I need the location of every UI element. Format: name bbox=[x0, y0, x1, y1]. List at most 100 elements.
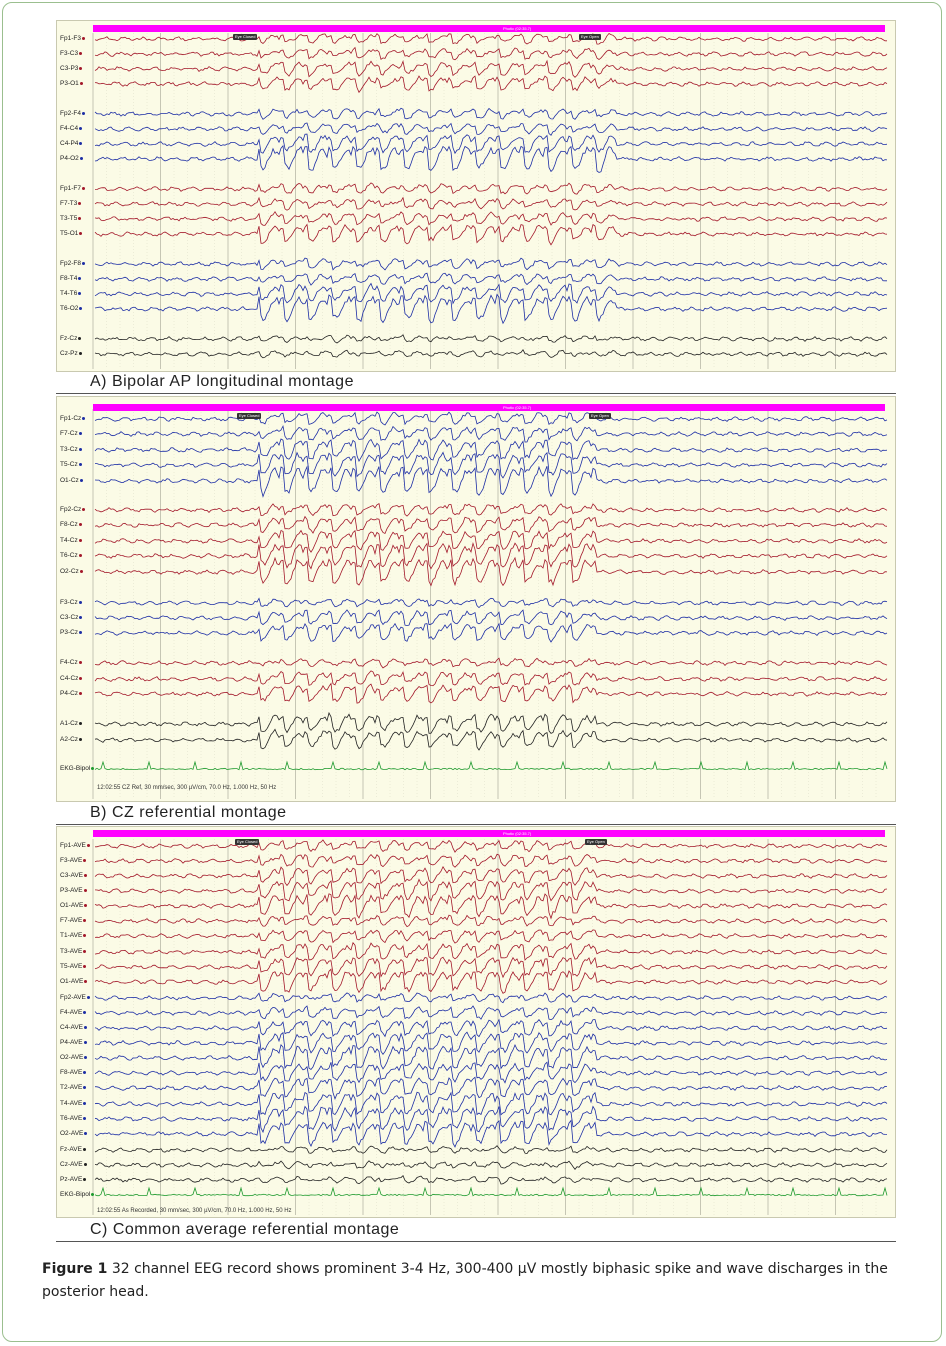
channel-dot-icon bbox=[79, 676, 83, 680]
figure-label: Figure 1 bbox=[42, 1261, 108, 1277]
caption-c-row: C) Common average referential montage bbox=[56, 1219, 896, 1242]
channel-label-text: T6-O2 bbox=[60, 305, 79, 312]
eeg-trace-t5-ave bbox=[94, 956, 888, 979]
channel-label: Fp1-F3 bbox=[60, 35, 85, 43]
channel-label: T5-O1 bbox=[60, 230, 83, 238]
eeg-trace-fz-ave bbox=[94, 1145, 888, 1155]
channel-label: P3-Cz bbox=[60, 629, 83, 637]
eeg-trace-t6-o2 bbox=[94, 293, 888, 325]
eeg-trace-cz-ave bbox=[94, 1160, 888, 1170]
channel-label-text: Fp2-F4 bbox=[60, 110, 81, 117]
channel-label: T5-AVE bbox=[60, 963, 87, 971]
channel-label-text: T6-Cz bbox=[60, 552, 78, 559]
eye-closed-marker: Eye Closed bbox=[233, 34, 258, 40]
channel-label-text: A2-Cz bbox=[60, 736, 79, 743]
channel-dot-icon bbox=[83, 888, 87, 892]
channel-dot-icon bbox=[78, 522, 82, 526]
channel-label-text: P3-O1 bbox=[60, 80, 79, 87]
channel-label-text: O1-AVE bbox=[60, 978, 84, 985]
eeg-trace-ekg-bipol bbox=[94, 760, 888, 771]
channel-dot-icon bbox=[84, 903, 88, 907]
eeg-trace-t5-cz bbox=[94, 451, 888, 479]
channel-label: O1-AVE bbox=[60, 978, 88, 986]
channel-label: P4-Cz bbox=[60, 690, 83, 698]
channel-dot-icon bbox=[78, 600, 82, 604]
figure-caption-text: 32 channel EEG record shows prominent 3-… bbox=[42, 1261, 888, 1300]
channel-dot-icon bbox=[79, 615, 83, 619]
channel-label-text: O2-Cz bbox=[60, 568, 79, 575]
channel-dot-icon bbox=[79, 478, 83, 482]
channel-label: O2-AVE bbox=[60, 1054, 88, 1062]
channel-label-text: Fp2-AVE bbox=[60, 994, 86, 1001]
channel-label: F4-C4 bbox=[60, 125, 83, 133]
channel-dot-icon bbox=[83, 1010, 87, 1014]
channel-label-text: F8-AVE bbox=[60, 1069, 83, 1076]
eeg-trace-p4-o2 bbox=[94, 144, 888, 173]
channel-label-text: T5-Cz bbox=[60, 461, 78, 468]
eeg-trace-f7-cz bbox=[94, 425, 888, 443]
channel-dot-icon bbox=[79, 721, 83, 725]
eeg-trace-c3-ave bbox=[94, 865, 888, 887]
photic-bar-label: Photic (02:35.7) bbox=[503, 405, 532, 410]
channel-label-text: Cz-AVE bbox=[60, 1161, 83, 1168]
channel-label: T3-Cz bbox=[60, 446, 82, 454]
channel-label-text: T3-Cz bbox=[60, 446, 78, 453]
eeg-trace-f7-ave bbox=[94, 914, 888, 928]
channel-dot-icon bbox=[83, 949, 87, 953]
channel-dot-icon bbox=[84, 1055, 88, 1059]
channel-dot-icon bbox=[78, 336, 82, 340]
channel-label-text: O1-AVE bbox=[60, 902, 84, 909]
channel-label-text: P4-Cz bbox=[60, 690, 79, 697]
channel-label: F7-AVE bbox=[60, 917, 87, 925]
eeg-trace-f8-cz bbox=[94, 515, 888, 535]
channel-label: O1-Cz bbox=[60, 477, 83, 485]
eeg-trace-p3-ave bbox=[94, 878, 888, 902]
eye-closed-marker: Eye Closed bbox=[235, 839, 260, 845]
eeg-trace-o2-ave bbox=[94, 1119, 888, 1148]
channel-label: Fp2-F4 bbox=[60, 110, 85, 118]
photic-bar: Photic (02:35.7) bbox=[93, 404, 885, 411]
channel-label: T6-AVE bbox=[60, 1115, 87, 1123]
eeg-trace-t2-ave bbox=[94, 1076, 888, 1100]
channel-dot-icon bbox=[84, 1025, 87, 1029]
channel-dot-icon bbox=[83, 1085, 87, 1089]
channel-dot-icon bbox=[82, 1147, 86, 1151]
channel-label-text: EKG-Bipol bbox=[60, 765, 91, 772]
channel-dot-icon bbox=[78, 431, 82, 435]
eeg-trace-f7-t3 bbox=[94, 196, 888, 211]
eeg-panel-c: Photic (02:35.7) Eye Closed Eye Open 12:… bbox=[56, 826, 896, 1218]
eeg-trace-t6-ave bbox=[94, 1105, 888, 1134]
channel-label-text: F3-C3 bbox=[60, 50, 79, 57]
channel-dot-icon bbox=[81, 36, 85, 40]
channel-label: C3-P3 bbox=[60, 65, 83, 73]
channel-label-text: O2-AVE bbox=[60, 1130, 84, 1137]
eeg-trace-t5-o1 bbox=[94, 223, 888, 246]
caption-b-row: B) CZ referential montage bbox=[56, 802, 896, 825]
channel-dot-icon bbox=[91, 1192, 95, 1196]
channel-dot-icon bbox=[79, 737, 83, 741]
channel-label-text: T4-T6 bbox=[60, 290, 78, 297]
eeg-trace-f4-c4 bbox=[94, 122, 888, 136]
channel-label-text: C4-P4 bbox=[60, 140, 79, 147]
channel-label-text: Fz-Cz bbox=[60, 335, 78, 342]
photic-bar-label: Photic (02:35.7) bbox=[503, 26, 532, 31]
eeg-trace-fz-cz bbox=[94, 334, 888, 344]
channel-label: EKG-Bipol bbox=[60, 765, 95, 773]
channel-label-text: F3-AVE bbox=[60, 857, 83, 864]
channel-label-text: T4-Cz bbox=[60, 537, 78, 544]
channel-label: Fp1-AVE bbox=[60, 842, 90, 850]
channel-label: F8-AVE bbox=[60, 1069, 87, 1077]
channel-dot-icon bbox=[78, 291, 82, 295]
channel-label-text: Fp1-F3 bbox=[60, 35, 81, 42]
eeg-trace-o2-ave bbox=[94, 1043, 888, 1071]
eeg-trace-p4-ave bbox=[94, 1031, 888, 1055]
channel-label: F8-Cz bbox=[60, 521, 82, 529]
channel-dot-icon bbox=[91, 766, 95, 770]
eeg-panel-a: Photic (02:35.7) Eye Closed Eye Open Fp1… bbox=[56, 20, 896, 372]
channel-label: O1-AVE bbox=[60, 902, 88, 910]
channel-label-text: C3-AVE bbox=[60, 872, 83, 879]
channel-dot-icon bbox=[83, 858, 87, 862]
eeg-trace-a2-cz bbox=[94, 728, 888, 751]
channel-label-text: C4-Cz bbox=[60, 675, 79, 682]
